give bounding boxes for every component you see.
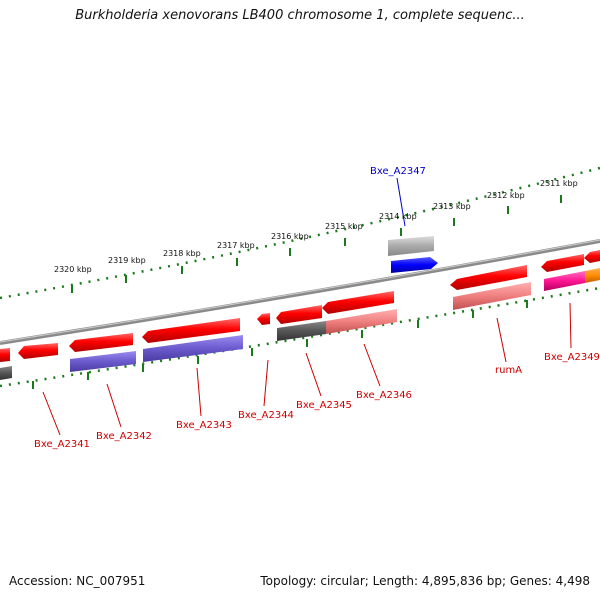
feature-bxe-a2347[interactable] [391,257,438,273]
tick-label: 2311 kbp [540,179,578,188]
gene-label-bxe-a2345[interactable]: Bxe_A2345 [296,400,352,411]
feature-cds[interactable] [0,348,10,362]
inner-ruler [0,286,600,388]
features-row2 [0,268,600,380]
features-row1 [0,250,600,362]
feature-gene[interactable] [277,321,326,341]
feature-cds[interactable] [257,313,270,325]
accession-info: Accession: NC_007951 [9,574,146,588]
feature-gene[interactable] [0,366,12,380]
tick-label: 2317 kbp [217,241,255,250]
gene-label-bxe-a2349[interactable]: Bxe_A2349 [544,352,600,363]
inner-ruler-major-ticks [32,300,528,389]
feature-cds[interactable] [584,250,600,263]
tick-label: 2313 kbp [433,202,471,211]
tick-label: 2315 kbp [325,222,363,231]
gene-label-bxe-a2346[interactable]: Bxe_A2346 [356,390,412,401]
feature-cds[interactable] [322,291,394,314]
tick-label: 2319 kbp [108,256,146,265]
feature-gene[interactable] [585,268,600,283]
gene-label-bxe-a2343[interactable]: Bxe_A2343 [176,420,232,431]
outer-ruler-major-ticks [71,195,562,293]
tick-label: 2318 kbp [163,249,201,258]
tick-label: 2312 kbp [487,191,525,200]
feature-cds[interactable] [142,318,240,343]
sequence-summary: Topology: circular; Length: 4,895,836 bp… [260,574,590,588]
feature-gene[interactable] [70,351,136,372]
feature-gene[interactable] [143,335,243,362]
feature-cds[interactable] [541,254,584,272]
map-title: Burkholderia xenovorans LB400 chromosome… [75,8,525,23]
feature-cds[interactable] [69,333,133,352]
feature-gene[interactable] [326,309,397,334]
feature-gene[interactable] [453,282,531,310]
feature-gene[interactable] [544,271,585,291]
tick-label: 2316 kbp [271,232,309,241]
gene-label-bxe-a2347[interactable]: Bxe_A2347 [370,166,426,177]
feature-cds[interactable] [18,343,58,359]
gene-label-bxe-a2342[interactable]: Bxe_A2342 [96,431,152,442]
feature-cds[interactable] [450,265,527,290]
gene-label-ruma[interactable]: rumA [495,365,522,376]
feature-cds[interactable] [276,305,322,324]
tick-label: 2320 kbp [54,265,92,274]
gene-label-bxe-a2344[interactable]: Bxe_A2344 [238,410,294,421]
leader-lines [42,177,572,436]
feature-bxe-a2347-gray[interactable] [388,236,434,256]
genome-backbone [0,239,600,345]
gene-label-bxe-a2341[interactable]: Bxe_A2341 [34,439,90,450]
tick-label: 2314 kbp [379,212,417,221]
